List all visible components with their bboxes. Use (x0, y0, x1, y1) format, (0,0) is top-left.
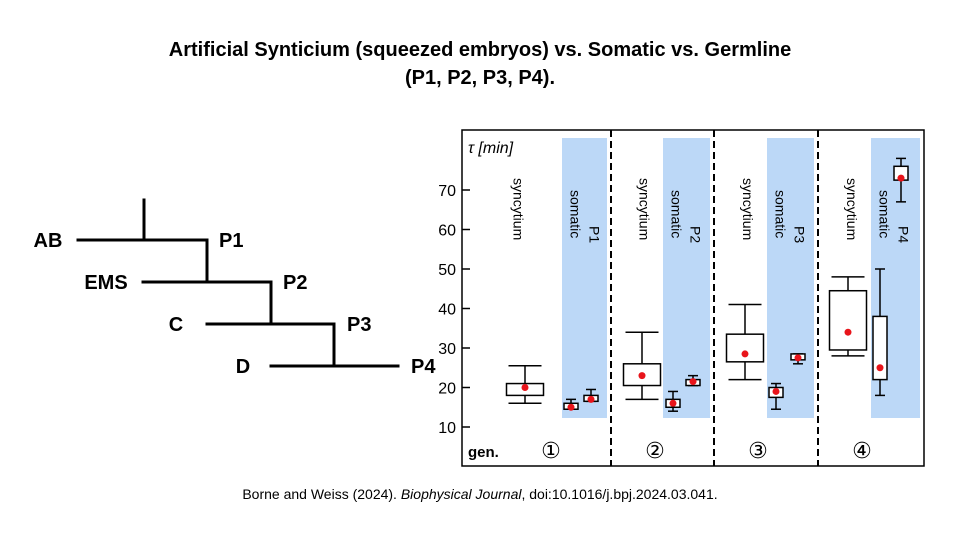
x-axis-prefix: gen. (468, 444, 499, 461)
somatic-shade-2 (663, 138, 710, 418)
somatic-shade-group (562, 138, 920, 418)
mean-dot (794, 354, 802, 362)
mean-dot (772, 387, 780, 395)
generation-label-2: ② (645, 439, 665, 464)
tree-label-ab: AB (34, 230, 63, 252)
box-gen3-1 (725, 303, 765, 381)
series-label-syncytium-3: syncytium (740, 178, 756, 240)
iqr-box (872, 315, 888, 381)
box-gen2-3 (685, 374, 701, 387)
mean-dot (521, 384, 529, 391)
tree-label-ems: EMS (84, 272, 127, 294)
series-label-cell-3: P3 (791, 226, 807, 243)
box-gen1-1 (505, 365, 545, 405)
series-label-somatic-4: somatic (876, 190, 892, 238)
generation-label-4: ④ (852, 439, 872, 464)
iqr-box (828, 289, 868, 351)
citation: Borne and Weiss (2024). Biophysical Jour… (0, 486, 960, 502)
series-labels: syncytium somatic P1 syncytium somatic P2 sync… (510, 178, 911, 243)
mean-dot (567, 403, 575, 411)
y-tick-label-30: 30 (438, 341, 456, 358)
tree-label-p3: P3 (347, 314, 371, 336)
mean-dot (587, 395, 595, 403)
mean-dot (876, 364, 884, 372)
iqr-box (725, 333, 765, 363)
box-gen3-3 (790, 353, 806, 365)
slide-title: Artificial Synticium (squeezed embryos) … (0, 36, 960, 92)
somatic-shade-1 (562, 138, 607, 418)
box-gen2-2 (665, 390, 681, 412)
tree-label-p4: P4 (411, 356, 436, 378)
box-gen4-1 (828, 276, 868, 357)
tree-label-c: C (169, 314, 183, 336)
series-label-syncytium-1: syncytium (510, 178, 526, 240)
box-gen1-3 (583, 388, 599, 403)
mean-dot (669, 399, 677, 407)
citation-doi: , doi:10.1016/j.bpj.2024.03.041. (521, 486, 718, 502)
series-label-cell-1: P1 (586, 226, 602, 243)
series-label-syncytium-4: syncytium (844, 178, 860, 240)
citation-journal: Biophysical Journal (400, 486, 522, 502)
y-tick-label-40: 40 (438, 302, 456, 319)
box-gen1-2 (563, 398, 579, 411)
generation-label-1: ① (541, 439, 561, 464)
y-tick-label-60: 60 (438, 223, 456, 240)
series-label-somatic-2: somatic (668, 190, 684, 238)
title-line-1: Artificial Synticium (squeezed embryos) … (168, 39, 792, 61)
mean-dot (638, 372, 646, 380)
mean-dot (844, 328, 852, 336)
series-label-somatic-3: somatic (772, 190, 788, 238)
series-label-cell-4: P4 (895, 226, 911, 243)
generation-label-3: ③ (748, 439, 768, 464)
y-tick-label-20: 20 (438, 381, 456, 398)
tree-label-p2: P2 (283, 272, 307, 294)
series-label-syncytium-2: syncytium (637, 178, 653, 240)
series-label-cell-2: P2 (687, 226, 703, 243)
y-tick-label-70: 70 (438, 183, 456, 200)
mean-dot (689, 378, 697, 386)
title-line-2: (P1, P2, P3, P4). (404, 67, 556, 89)
mean-dot (897, 174, 905, 182)
tree-label-d: D (236, 356, 250, 378)
generation-dividers (610, 130, 819, 466)
citation-authors: Borne and Weiss (2024). (242, 486, 401, 502)
y-axis-ticks: 10 20 30 40 50 60 70 (438, 183, 470, 437)
series-label-somatic-1: somatic (567, 190, 583, 238)
y-axis-label: τ [min] (468, 140, 514, 157)
tree-label-p1: P1 (219, 230, 243, 252)
somatic-shade-3 (767, 138, 814, 418)
generation-labels: ① ② ③ ④ (541, 439, 872, 464)
box-gen2-1 (622, 331, 662, 401)
box-glyphs (505, 157, 909, 412)
box-gen3-2 (768, 382, 784, 410)
plot-frame (461, 129, 925, 467)
mean-dot (741, 350, 749, 358)
box-gen4-2 (872, 268, 888, 397)
y-tick-label-50: 50 (438, 262, 456, 279)
box-gen4-3 (893, 157, 909, 203)
y-tick-label-10: 10 (438, 420, 456, 437)
